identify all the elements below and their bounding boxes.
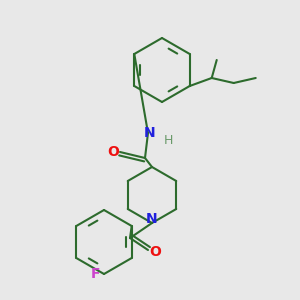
Text: O: O xyxy=(149,245,161,259)
Text: F: F xyxy=(90,267,100,281)
Text: H: H xyxy=(163,134,173,148)
Text: O: O xyxy=(107,145,119,159)
Text: N: N xyxy=(144,126,156,140)
Text: N: N xyxy=(146,212,158,226)
